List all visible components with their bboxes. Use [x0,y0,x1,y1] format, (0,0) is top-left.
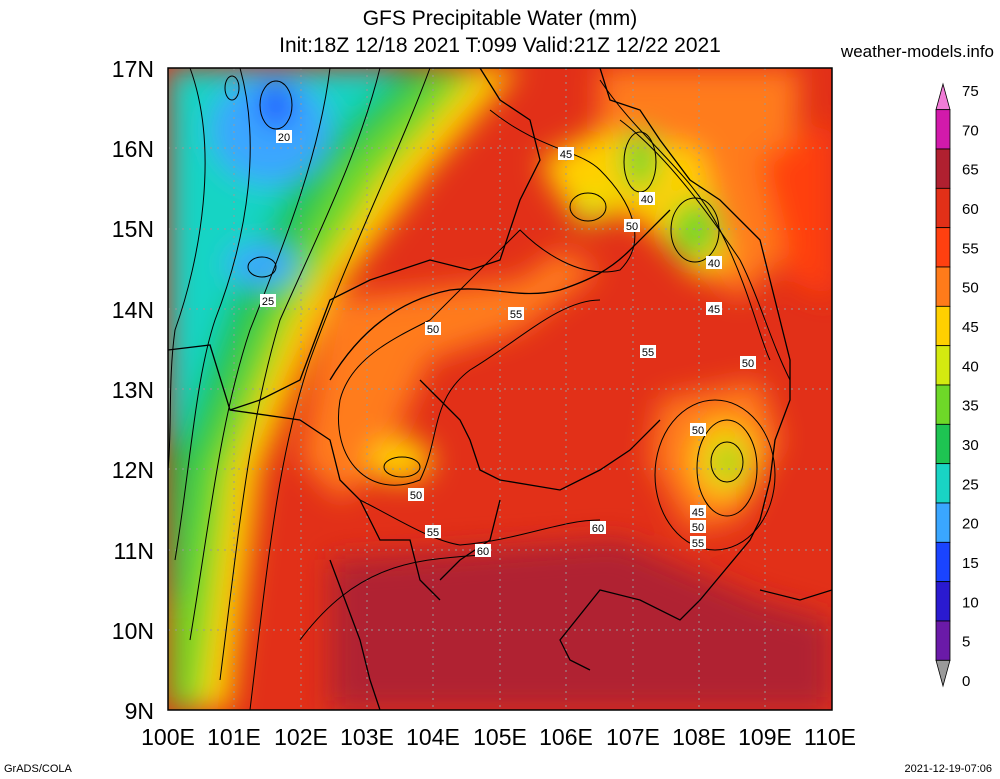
chart-title: GFS Precipitable Water (mm) [362,7,638,30]
contour-label: 20 [278,132,290,144]
footer-right: 2021-12-19-07:06 [904,763,992,775]
contour-label: 50 [427,324,439,336]
lon-tick: 108E [672,724,726,750]
colorbar-swatch [935,581,951,622]
colorbar-swatch [935,423,951,465]
contour-label: 55 [642,347,654,359]
colorbar-label: 30 [962,437,979,454]
lon-tick: 107E [606,724,660,750]
contour-label: 55 [692,538,704,550]
contour-label: 25 [262,296,274,308]
contour-labels: 20 25 50 55 50 55 60 45 40 50 40 45 50 5… [260,130,756,558]
colorbar-label: 20 [962,516,979,533]
colorbar-swatch [935,266,951,307]
colorbar-label: 0 [962,673,970,690]
lat-tick: 10N [112,618,154,644]
contour-label: 60 [592,523,604,535]
colorbar-swatch [935,82,951,111]
site-credit: weather-models.info [840,42,994,61]
contour-label: 45 [692,507,704,519]
colorbar-swatch [935,384,951,425]
colorbar-label: 40 [962,358,979,375]
contour-label: 60 [477,546,489,558]
colorbar-label: 10 [962,594,979,611]
colorbar-swatch [935,502,951,543]
colorbar-swatch [935,305,951,347]
colorbar-swatch [935,620,951,661]
contour-label: 50 [410,490,422,502]
lat-tick: 14N [112,297,154,323]
lat-tick: 17N [112,56,154,82]
contour-label: 45 [560,149,572,161]
colorbar-swatch [935,345,951,386]
lon-tick: 110E [804,724,856,750]
lon-tick: 106E [539,724,593,750]
lat-tick: 15N [112,216,154,242]
lon-tick: 103E [340,724,394,750]
colorbar-label: 5 [962,634,970,651]
colorbar-swatch [935,187,951,229]
colorbar-label: 15 [962,555,979,572]
contour-label: 55 [427,527,439,539]
lon-tick: 104E [406,724,460,750]
lat-axis: 17N 16N 15N 14N 13N 12N 11N 10N 9N [112,56,154,724]
contour-label: 40 [708,258,720,270]
lon-tick: 101E [207,724,261,750]
colorbar-label: 25 [962,476,979,493]
contour-label: 40 [641,194,653,206]
colorbar-swatch [935,659,951,688]
lat-tick: 9N [125,698,154,724]
colorbar-label: 60 [962,201,979,218]
contour-label: 50 [742,358,754,370]
plot-frame [167,67,833,711]
lon-tick: 102E [274,724,328,750]
contour-label: 50 [626,221,638,233]
lat-tick: 16N [112,136,154,162]
contour-label: 45 [708,304,720,316]
colorbar-swatch [935,109,951,150]
contour-label: 55 [510,309,522,321]
lat-tick: 12N [112,457,154,483]
lon-tick: 100E [141,724,195,750]
contour-label: 50 [692,522,704,534]
footer-left: GrADS/COLA [4,763,72,775]
colorbar-label: 70 [962,122,979,139]
chart-subtitle: Init:18Z 12/18 2021 T:099 Valid:21Z 12/2… [279,34,721,57]
colorbar-label: 55 [962,240,979,257]
lon-tick: 105E [473,724,527,750]
colorbar-label: 45 [962,319,979,336]
colorbar-swatch [935,227,951,268]
pw-field [168,68,832,710]
contour-label: 50 [692,425,704,437]
lat-tick: 11N [114,538,155,564]
colorbar-label: 50 [962,280,979,297]
colorbar-swatch [935,148,951,189]
lon-axis: 100E 101E 102E 103E 104E 105E 106E 107E … [141,724,856,750]
lon-tick: 109E [738,724,792,750]
colorbar-label: 75 [962,83,979,100]
colorbar-label: 65 [962,162,979,179]
colorbar-swatch [935,541,951,583]
pw-contours [168,68,791,710]
colorbar-swatch [935,463,951,504]
lat-tick: 13N [112,377,154,403]
colorbar-label: 35 [962,398,979,415]
